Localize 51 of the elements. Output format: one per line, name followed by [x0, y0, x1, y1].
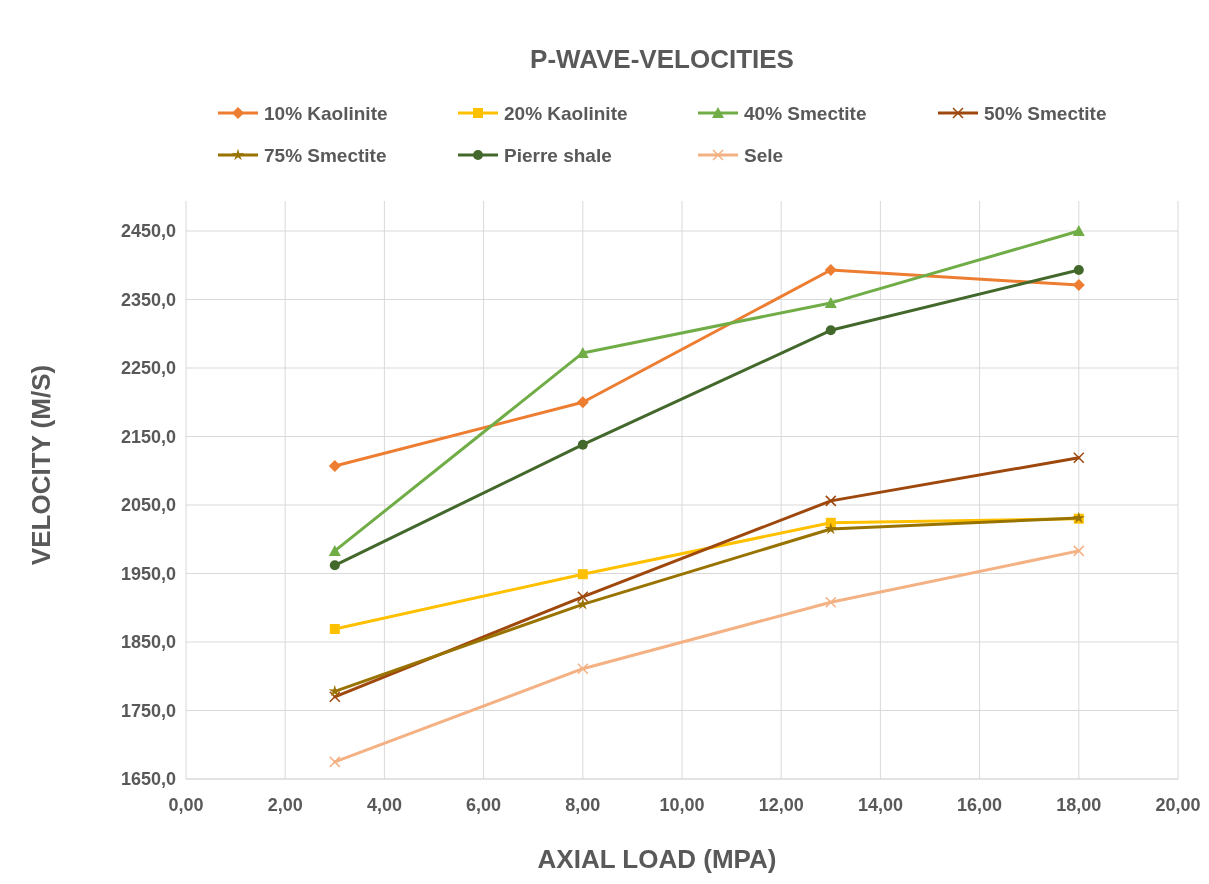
x-tick-label: 14,00: [857, 795, 903, 815]
point: [1072, 225, 1085, 236]
point: [328, 544, 341, 556]
y-tick-label: 2050,0: [120, 495, 176, 516]
point: [1073, 265, 1084, 276]
point: [577, 439, 588, 450]
x-tick-label: 6,00: [466, 795, 502, 815]
point: [825, 596, 837, 609]
x-tick-label: 0,00: [168, 795, 204, 815]
point: [576, 396, 589, 409]
point: [824, 522, 837, 535]
point: [577, 569, 588, 580]
point: [329, 756, 341, 768]
x-axis-title: AXIAL LOAD (MPA): [537, 844, 777, 874]
y-tick-label: 1850,0: [120, 632, 176, 653]
y-axis-title: VELOCITY (M/S): [26, 364, 56, 566]
y-tick-label: 2250,0: [120, 358, 176, 379]
x-tick-label: 16,00: [957, 795, 1003, 815]
point: [824, 296, 837, 308]
legend-label: 10% Kaolinite: [264, 102, 388, 124]
x-tick-label: 8,00: [565, 795, 601, 815]
chart-title: P-WAVE-VELOCITIES: [530, 44, 794, 74]
point: [329, 560, 340, 571]
y-tick-label: 1750,0: [120, 700, 176, 721]
point: [577, 591, 589, 603]
legend-label: Sele: [744, 144, 784, 166]
legend-label: 75% Smectite: [264, 144, 387, 166]
legend-label: 20% Kaolinite: [504, 102, 628, 124]
point: [328, 459, 341, 472]
point: [825, 325, 836, 336]
point: [1073, 451, 1085, 464]
point: [824, 264, 837, 277]
point: [329, 623, 340, 634]
y-tick-label: 2350,0: [120, 289, 176, 310]
y-tick-label: 1950,0: [120, 563, 176, 584]
x-tick-label: 4,00: [366, 795, 402, 815]
x-tick-label: 2,00: [267, 795, 303, 815]
point: [825, 495, 837, 507]
y-tick-label: 2150,0: [120, 426, 176, 447]
legend-label: 50% Smectite: [984, 102, 1107, 124]
legend-label: Pierre shale: [504, 144, 612, 166]
x-tick-label: 20,00: [1155, 795, 1201, 815]
legend-label: 40% Smectite: [744, 102, 867, 124]
y-tick-label: 2450,0: [120, 221, 176, 242]
point: [1073, 545, 1085, 557]
point: [577, 662, 589, 675]
point: [329, 691, 341, 703]
x-tick-label: 18,00: [1056, 795, 1102, 815]
x-tick-label: 10,00: [659, 795, 705, 815]
x-tick-label: 12,00: [758, 795, 804, 815]
y-tick-label: 1650,0: [120, 769, 176, 790]
